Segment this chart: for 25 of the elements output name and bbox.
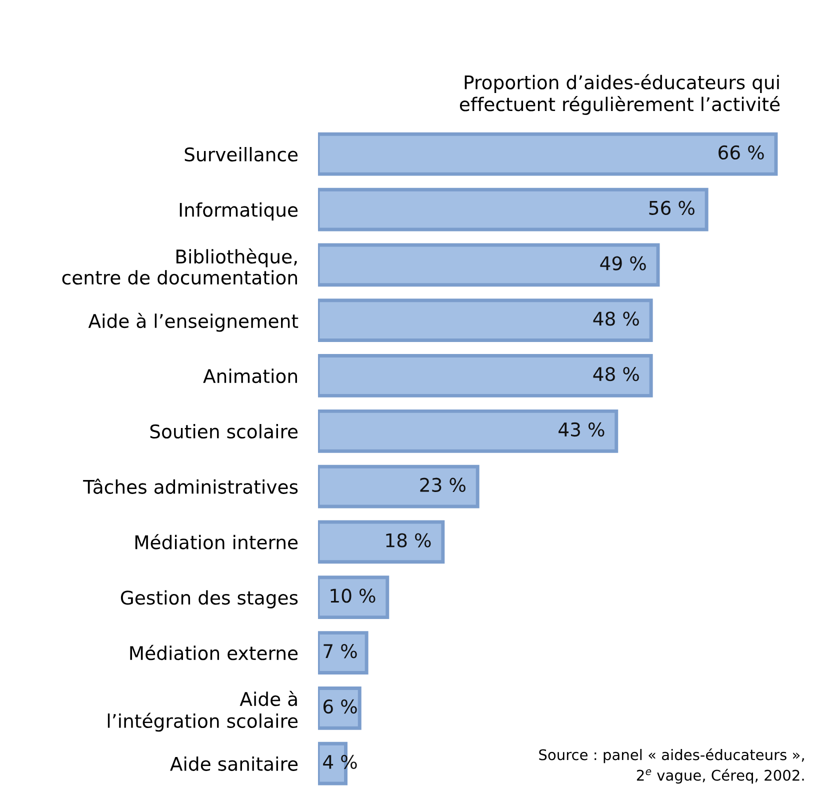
y-tick-label: Surveillance (184, 146, 298, 162)
chart-title: Proportion d’aides-éducateurs qui effectuent régulièrement l’activité (460, 74, 780, 115)
y-tick-label: Médiation interne (135, 534, 298, 550)
y-tick-label: Aide à l’enseignement (88, 312, 298, 332)
data-label: 23 % (420, 478, 466, 492)
y-tick-label: Tâches administratives (83, 478, 298, 494)
data-label: 6 % (323, 699, 357, 714)
data-label: 48 % (593, 367, 639, 382)
y-tick-label: Informatique (180, 202, 298, 221)
y-tick-label: Médiation externe (130, 644, 298, 660)
data-label: 49 % (600, 256, 646, 270)
data-label: 66 % (718, 145, 764, 160)
y-tick-label: Soutien scolaire (150, 424, 298, 439)
data-label: 18 % (386, 533, 431, 548)
data-label: 48 % (593, 312, 639, 326)
y-tick-label: Gestion des stages (120, 590, 298, 608)
data-label: 43 % (558, 422, 604, 437)
data-label: 7 % (324, 644, 357, 658)
y-tick-label: Aide à l’intégration scolaire (108, 690, 298, 732)
y-tick-label: Aide sanitaire (170, 756, 298, 771)
data-label: 10 % (330, 588, 376, 603)
y-tick-label: Animation (203, 368, 297, 384)
annotation: Source : panel « aides-éducateurs », 2$^{e}$ vague, Céreq, 2002. (539, 748, 804, 784)
y-tick-label: Bibliothèque, centre de documentation (62, 248, 297, 285)
data-label: 56 % (649, 200, 694, 215)
